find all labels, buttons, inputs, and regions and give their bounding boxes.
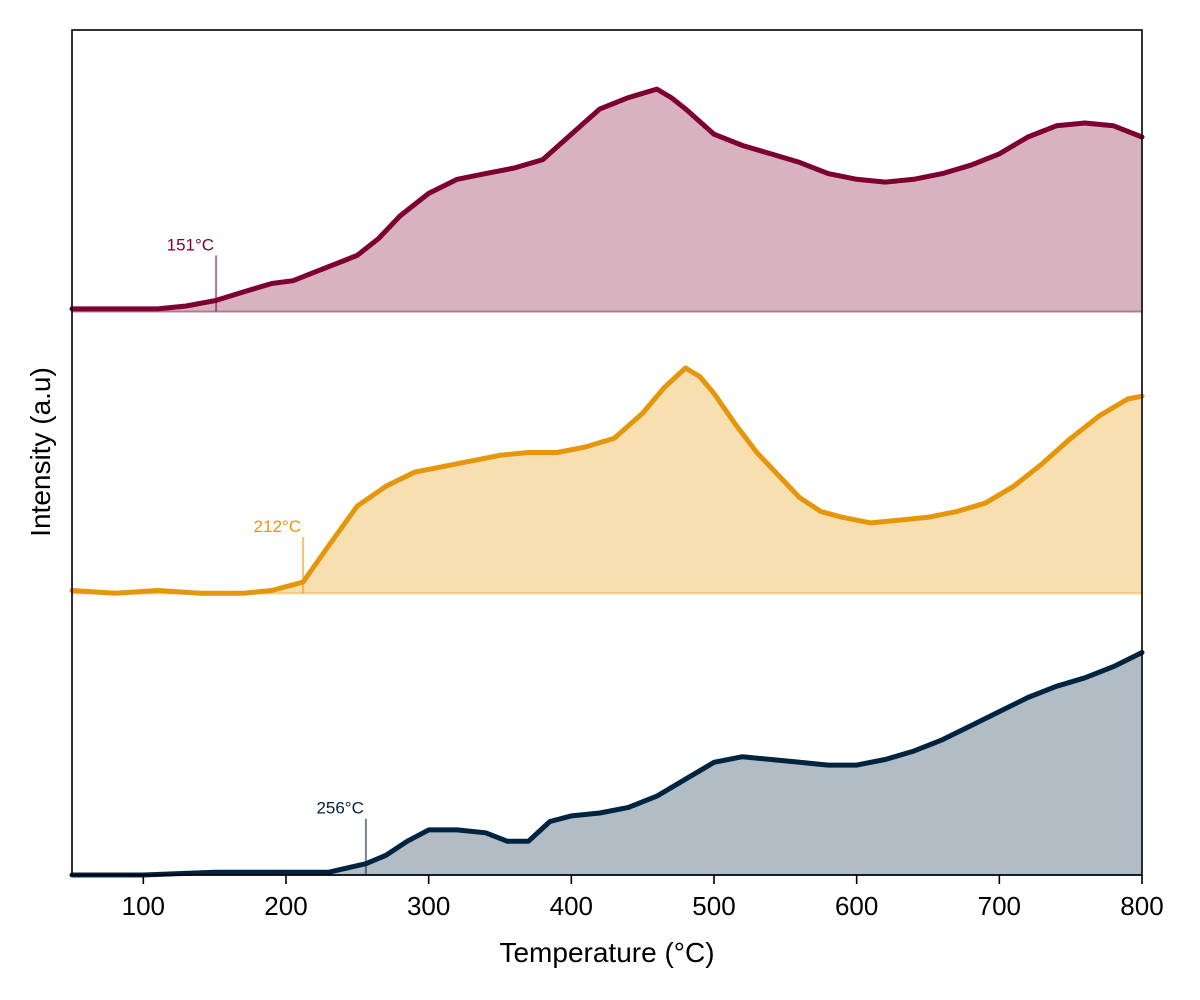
plot-frame — [71, 29, 1143, 876]
series-1: 212°C — [69, 365, 1145, 596]
y-axis-title: Intensity (a.u) — [25, 367, 56, 537]
series-layer: 151°C 212°C 256°C — [69, 86, 1145, 878]
x-tick-label: 100 — [122, 891, 165, 921]
x-tick-label: 200 — [264, 891, 307, 921]
x-axis: 100 200 300 400 500 600 700 800 — [122, 875, 1164, 921]
x-tick-label: 600 — [835, 891, 878, 921]
series-0-area — [72, 89, 1142, 312]
series-1-area — [72, 368, 1142, 594]
series-2: 256°C — [69, 650, 1145, 878]
x-tick-label: 700 — [978, 891, 1021, 921]
x-tick-label: 300 — [407, 891, 450, 921]
series-2-line — [69, 650, 1145, 878]
series-1-line — [69, 365, 1145, 596]
series-0-onset-label: 151°C — [167, 235, 214, 254]
series-0-line — [69, 86, 1145, 312]
x-axis-title: Temperature (°C) — [499, 937, 714, 968]
x-tick-label: 400 — [550, 891, 593, 921]
series-1-onset-label: 212°C — [254, 517, 301, 536]
x-tick-label: 800 — [1120, 891, 1163, 921]
series-2-area — [72, 652, 1142, 875]
series-0: 151°C — [69, 86, 1145, 313]
x-tick-label: 500 — [692, 891, 735, 921]
series-2-onset-label: 256°C — [316, 799, 363, 818]
